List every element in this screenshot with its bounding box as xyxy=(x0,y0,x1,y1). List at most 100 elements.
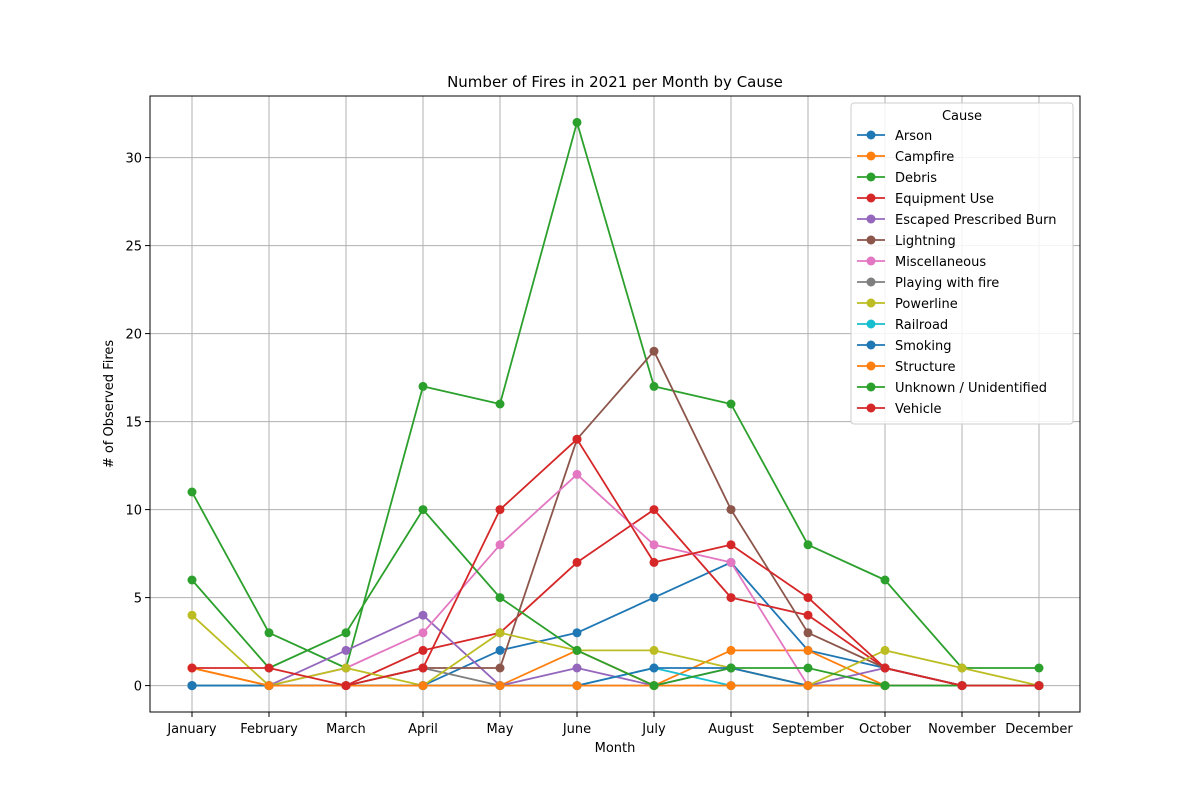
data-point xyxy=(726,540,736,550)
data-point xyxy=(649,557,659,567)
data-point xyxy=(726,681,736,691)
data-point xyxy=(572,663,582,673)
legend-marker xyxy=(866,382,876,392)
series-line xyxy=(191,614,1040,687)
data-point xyxy=(957,681,967,691)
x-tick-label: December xyxy=(1005,722,1073,737)
legend-label: Playing with fire xyxy=(895,276,999,291)
data-point xyxy=(572,681,582,691)
legend-item: Smoking xyxy=(857,339,952,354)
legend-marker xyxy=(866,298,876,308)
plot-area-frame xyxy=(149,95,1081,713)
legend-marker xyxy=(866,172,876,182)
x-tick-label: February xyxy=(240,722,298,737)
data-point xyxy=(495,399,505,409)
legend-item: Miscellaneous xyxy=(857,255,986,270)
x-tick-label: June xyxy=(562,722,591,737)
data-point xyxy=(726,645,736,655)
data-point xyxy=(880,645,890,655)
legend-label: Arson xyxy=(895,129,932,144)
data-point xyxy=(495,663,505,673)
data-point xyxy=(880,681,890,691)
data-point xyxy=(341,663,351,673)
x-tick-label: September xyxy=(772,722,845,737)
legend-item: Unknown / Unidentified xyxy=(857,381,1047,396)
data-point xyxy=(572,628,582,638)
data-point xyxy=(495,540,505,550)
data-point xyxy=(957,663,967,673)
legend-label: Vehicle xyxy=(895,402,942,417)
x-tick-label: August xyxy=(708,722,754,737)
data-point xyxy=(726,399,736,409)
data-point xyxy=(803,540,813,550)
y-tick-label: 15 xyxy=(125,416,142,431)
series-line xyxy=(192,438,1039,687)
data-point xyxy=(418,645,428,655)
legend-marker xyxy=(866,340,876,350)
data-point xyxy=(187,610,197,620)
data-point xyxy=(495,681,505,691)
data-point xyxy=(495,645,505,655)
legend-marker xyxy=(866,319,876,329)
y-tick-label: 0 xyxy=(134,680,142,695)
x-tick-label: November xyxy=(928,722,996,737)
legend-label: Powerline xyxy=(895,297,958,312)
data-point xyxy=(803,663,813,673)
legend-label: Smoking xyxy=(895,339,952,354)
legend-item: Escaped Prescribed Burn xyxy=(857,213,1056,228)
data-point xyxy=(418,381,428,391)
legend-label: Structure xyxy=(895,360,955,375)
y-axis-label: # of Observed Fires xyxy=(102,340,117,469)
y-tick-label: 25 xyxy=(125,240,142,255)
legend-marker xyxy=(866,403,876,413)
x-tick-label: April xyxy=(408,722,438,737)
series-group xyxy=(187,117,1044,691)
legend-marker xyxy=(866,235,876,245)
legend-label: Campfire xyxy=(895,150,954,165)
data-point xyxy=(187,487,197,497)
data-point xyxy=(726,557,736,567)
legend-label: Railroad xyxy=(895,318,948,333)
data-point xyxy=(803,681,813,691)
data-point xyxy=(572,117,582,127)
x-tick-label: May xyxy=(487,722,514,737)
legend-item: Campfire xyxy=(857,150,954,165)
legend-item: Lightning xyxy=(857,234,956,249)
chart-title: Number of Fires in 2021 per Month by Cau… xyxy=(447,73,783,91)
data-point xyxy=(187,575,197,585)
data-point xyxy=(649,540,659,550)
legend: Cause Arson Campfire Debris Equipment Use Esc… xyxy=(850,102,1074,425)
series-line xyxy=(191,121,1039,669)
legend-item: Equipment Use xyxy=(857,192,994,207)
data-point xyxy=(418,628,428,638)
data-point xyxy=(880,575,890,585)
x-axis-label: Month xyxy=(595,741,636,756)
y-tick-label: 20 xyxy=(125,328,142,343)
legend-label: Escaped Prescribed Burn xyxy=(895,213,1056,228)
data-point xyxy=(572,645,582,655)
legend-item: Playing with fire xyxy=(857,276,999,291)
legend-box xyxy=(850,102,1074,425)
legend-item: Powerline xyxy=(857,297,958,312)
data-point xyxy=(495,628,505,638)
data-point xyxy=(495,593,505,603)
data-point xyxy=(726,593,736,603)
legend-label: Equipment Use xyxy=(895,192,994,207)
data-point xyxy=(649,663,659,673)
data-point xyxy=(726,663,736,673)
series-line xyxy=(191,508,1039,687)
data-point xyxy=(418,663,428,673)
data-point xyxy=(572,469,582,479)
y-tick-label: 30 xyxy=(125,152,142,167)
data-point xyxy=(418,505,428,515)
axis-ticks: January February March April May June July Augu… xyxy=(125,152,1073,737)
data-point xyxy=(572,434,582,444)
data-point xyxy=(649,505,659,515)
data-point xyxy=(341,645,351,655)
legend-label: Unknown / Unidentified xyxy=(895,381,1047,396)
legend-marker xyxy=(866,361,876,371)
x-tick-label: July xyxy=(641,722,666,737)
legend-marker xyxy=(866,256,876,266)
data-point xyxy=(572,557,582,567)
